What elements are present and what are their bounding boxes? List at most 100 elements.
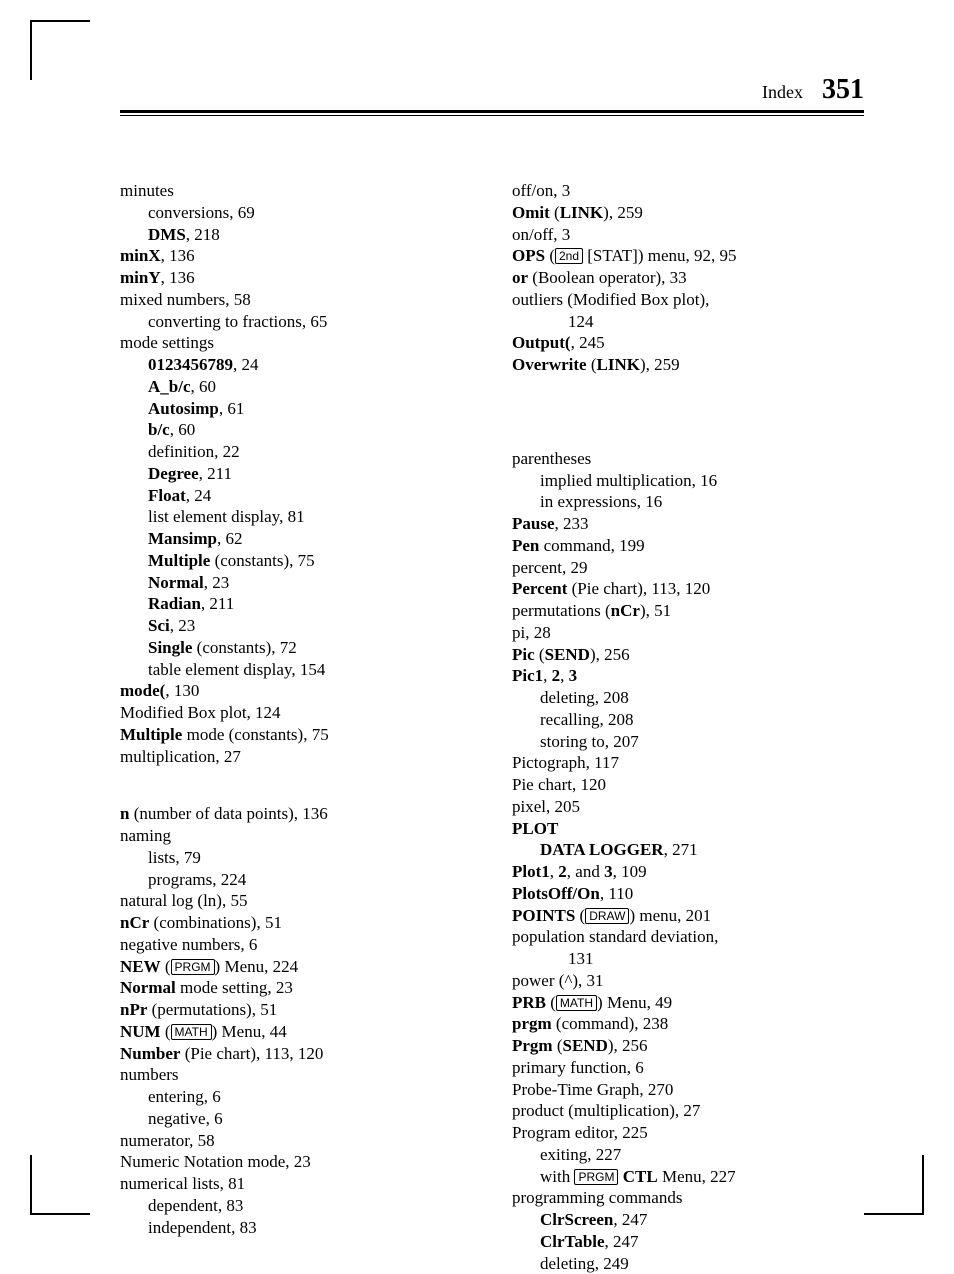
index-entry: implied multiplication, 16 bbox=[512, 470, 864, 492]
index-entry: Pictograph, 117 bbox=[512, 752, 864, 774]
index-entry: deleting, 249 bbox=[512, 1253, 864, 1274]
index-entry: POINTS (DRAW) menu, 201 bbox=[512, 905, 864, 927]
index-entry: exiting, 227 bbox=[512, 1144, 864, 1166]
index-entry: DMS, 218 bbox=[120, 224, 472, 246]
index-entry: mode settings bbox=[120, 332, 472, 354]
section-gap bbox=[120, 767, 472, 803]
index-entry: Plot1, 2, and 3, 109 bbox=[512, 861, 864, 883]
index-entry: mode(, 130 bbox=[120, 680, 472, 702]
index-entry: storing to, 207 bbox=[512, 731, 864, 753]
index-entry: Multiple (constants), 75 bbox=[120, 550, 472, 572]
index-entry: Prgm (SEND), 256 bbox=[512, 1035, 864, 1057]
index-entry: outliers (Modified Box plot), bbox=[512, 289, 864, 311]
index-entry: mixed numbers, 58 bbox=[120, 289, 472, 311]
index-entry: Pie chart, 120 bbox=[512, 774, 864, 796]
index-entry: b/c, 60 bbox=[120, 419, 472, 441]
header-label: Index bbox=[762, 82, 803, 102]
index-entry: negative numbers, 6 bbox=[120, 934, 472, 956]
index-entry: pixel, 205 bbox=[512, 796, 864, 818]
index-entry: Pause, 233 bbox=[512, 513, 864, 535]
page-header: Index 351 bbox=[762, 74, 864, 106]
column-left: minutesconversions, 69DMS, 218minX, 136m… bbox=[120, 180, 472, 1274]
crop-mark-tl bbox=[30, 20, 90, 80]
index-entry: minY, 136 bbox=[120, 267, 472, 289]
index-entry: Number (Pie chart), 113, 120 bbox=[120, 1043, 472, 1065]
index-entry: percent, 29 bbox=[512, 557, 864, 579]
index-entry: PRB (MATH) Menu, 49 bbox=[512, 992, 864, 1014]
index-entry: or (Boolean operator), 33 bbox=[512, 267, 864, 289]
index-entry: 124 bbox=[512, 311, 864, 333]
crop-mark-bl bbox=[30, 1155, 90, 1215]
index-entry: Mansimp, 62 bbox=[120, 528, 472, 550]
section-gap bbox=[512, 376, 864, 412]
index-entry: permutations (nCr), 51 bbox=[512, 600, 864, 622]
index-entry: Overwrite (LINK), 259 bbox=[512, 354, 864, 376]
index-entry: Normal mode setting, 23 bbox=[120, 977, 472, 999]
index-entry: Omit (LINK), 259 bbox=[512, 202, 864, 224]
index-entry: minX, 136 bbox=[120, 245, 472, 267]
index-entry: negative, 6 bbox=[120, 1108, 472, 1130]
index-entry: 0123456789, 24 bbox=[120, 354, 472, 376]
index-entry: recalling, 208 bbox=[512, 709, 864, 731]
index-entry: dependent, 83 bbox=[120, 1195, 472, 1217]
index-entry: on/off, 3 bbox=[512, 224, 864, 246]
index-entry: NEW (PRGM) Menu, 224 bbox=[120, 956, 472, 978]
index-entry: Autosimp, 61 bbox=[120, 398, 472, 420]
index-entry: Percent (Pie chart), 113, 120 bbox=[512, 578, 864, 600]
index-entry: programs, 224 bbox=[120, 869, 472, 891]
index-entry: Modified Box plot, 124 bbox=[120, 702, 472, 724]
index-entry: NUM (MATH) Menu, 44 bbox=[120, 1021, 472, 1043]
index-entry: off/on, 3 bbox=[512, 180, 864, 202]
index-entry: Pen command, 199 bbox=[512, 535, 864, 557]
index-entry: Program editor, 225 bbox=[512, 1122, 864, 1144]
index-entry: naming bbox=[120, 825, 472, 847]
index-entry: prgm (command), 238 bbox=[512, 1013, 864, 1035]
index-entry: numbers bbox=[120, 1064, 472, 1086]
index-entry: Pic (SEND), 256 bbox=[512, 644, 864, 666]
index-entry: deleting, 208 bbox=[512, 687, 864, 709]
index-entry: programming commands bbox=[512, 1187, 864, 1209]
section-gap bbox=[512, 412, 864, 448]
index-entry: definition, 22 bbox=[120, 441, 472, 463]
index-entry: primary function, 6 bbox=[512, 1057, 864, 1079]
index-entry: Pic1, 2, 3 bbox=[512, 665, 864, 687]
index-entry: A_b/c, 60 bbox=[120, 376, 472, 398]
index-entry: with PRGM CTL Menu, 227 bbox=[512, 1166, 864, 1188]
index-entry: lists, 79 bbox=[120, 847, 472, 869]
index-entry: parentheses bbox=[512, 448, 864, 470]
index-entry: natural log (ln), 55 bbox=[120, 890, 472, 912]
index-entry: PlotsOff/On, 110 bbox=[512, 883, 864, 905]
index-entry: pi, 28 bbox=[512, 622, 864, 644]
index-entry: converting to fractions, 65 bbox=[120, 311, 472, 333]
index-entry: nPr (permutations), 51 bbox=[120, 999, 472, 1021]
index-entry: table element display, 154 bbox=[120, 659, 472, 681]
column-right: off/on, 3Omit (LINK), 259on/off, 3OPS (2… bbox=[512, 180, 864, 1274]
index-entry: Single (constants), 72 bbox=[120, 637, 472, 659]
index-entry: ClrScreen, 247 bbox=[512, 1209, 864, 1231]
index-entry: list element display, 81 bbox=[120, 506, 472, 528]
index-entry: Normal, 23 bbox=[120, 572, 472, 594]
index-entry: numerical lists, 81 bbox=[120, 1173, 472, 1195]
index-entry: Multiple mode (constants), 75 bbox=[120, 724, 472, 746]
index-entry: n (number of data points), 136 bbox=[120, 803, 472, 825]
index-entry: Radian, 211 bbox=[120, 593, 472, 615]
index-entry: in expressions, 16 bbox=[512, 491, 864, 513]
index-entry: Degree, 211 bbox=[120, 463, 472, 485]
index-entry: multiplication, 27 bbox=[120, 746, 472, 768]
index-entry: product (multiplication), 27 bbox=[512, 1100, 864, 1122]
index-columns: minutesconversions, 69DMS, 218minX, 136m… bbox=[120, 180, 864, 1274]
index-entry: numerator, 58 bbox=[120, 1130, 472, 1152]
header-rule bbox=[120, 110, 864, 116]
crop-mark-br bbox=[864, 1155, 924, 1215]
index-entry: 131 bbox=[512, 948, 864, 970]
index-entry: Float, 24 bbox=[120, 485, 472, 507]
index-entry: minutes bbox=[120, 180, 472, 202]
index-entry: power (^), 31 bbox=[512, 970, 864, 992]
index-entry: ClrTable, 247 bbox=[512, 1231, 864, 1253]
index-entry: OPS (2nd [STAT]) menu, 92, 95 bbox=[512, 245, 864, 267]
index-entry: PLOT bbox=[512, 818, 864, 840]
index-entry: Sci, 23 bbox=[120, 615, 472, 637]
index-entry: population standard deviation, bbox=[512, 926, 864, 948]
header-page-number: 351 bbox=[822, 74, 864, 105]
index-entry: Output(, 245 bbox=[512, 332, 864, 354]
